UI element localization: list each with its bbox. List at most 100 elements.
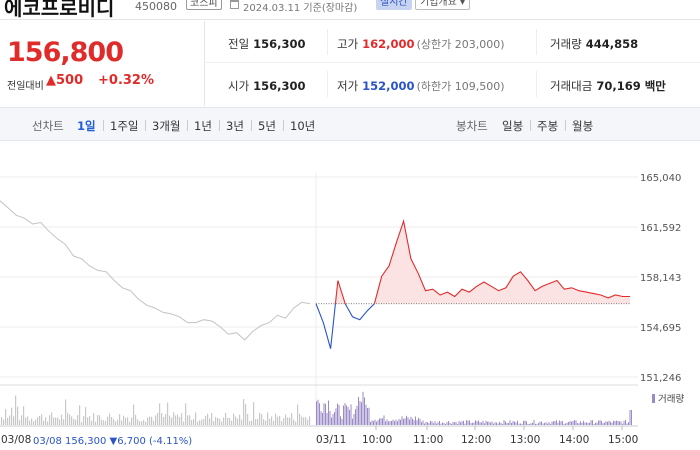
volume-bar-prev: [107, 416, 109, 425]
volume-bar-today: [505, 421, 506, 425]
prev-close-value: 156,300: [253, 37, 306, 51]
volume-bar-today: [389, 421, 391, 425]
volume-bar-today: [464, 423, 466, 425]
realtime-button[interactable]: 실시간: [376, 0, 412, 10]
volume-bar-today: [322, 413, 323, 425]
tab-3month[interactable]: 3개월: [152, 119, 181, 133]
volume-bar-today: [431, 421, 433, 425]
company-overview-button[interactable]: 기업개요 ▾: [415, 0, 471, 10]
stock-name[interactable]: 에코프로비디: [4, 0, 115, 20]
volume-bar-prev: [131, 417, 133, 425]
y-tick-label: 161,592: [640, 223, 681, 234]
volume-bar-prev: [263, 419, 265, 425]
tab-monthly-candle[interactable]: 월봉: [572, 119, 594, 133]
tab-10year[interactable]: 10년: [290, 119, 316, 133]
volume-bar-prev: [127, 417, 129, 425]
volume-bar-today: [476, 421, 478, 425]
volume-bar-today: [356, 406, 358, 425]
volume-bar-prev: [215, 417, 217, 425]
volume-bar-prev: [199, 420, 201, 425]
volume-bar-today: [584, 422, 586, 425]
volume-bar-today: [481, 422, 482, 425]
volume-bar-prev: [221, 421, 223, 425]
volume-bar-today: [628, 422, 629, 425]
tab-daily-candle[interactable]: 일봉: [502, 119, 524, 133]
volume-bar-today: [493, 423, 494, 425]
volume-bar-today: [565, 423, 566, 425]
volume-value: 444,858: [585, 37, 639, 51]
volume-bar-today: [427, 422, 428, 425]
volume-bar-today: [532, 422, 533, 425]
today-line-above-ref: [315, 218, 630, 304]
tab-1day[interactable]: 1일: [77, 119, 96, 133]
volume-bar-prev: [91, 420, 93, 425]
volume-bar-today: [364, 397, 365, 425]
volume-bar-prev: [289, 417, 291, 425]
volume-bar-prev: [229, 418, 231, 425]
tab-5year[interactable]: 5년: [258, 119, 276, 133]
x-tick-label: 14:00: [559, 434, 589, 446]
volume-bar-prev: [191, 419, 193, 425]
volume-bar-prev: [155, 415, 157, 425]
volume-bar-today: [599, 420, 601, 425]
volume-bar-today: [520, 423, 521, 425]
volume-legend-label: 거래량: [658, 393, 684, 405]
tab-weekly-candle[interactable]: 주봉: [537, 119, 559, 133]
volume-bar-today: [622, 423, 623, 425]
change-label: 전일대비: [7, 81, 44, 92]
volume-bar-prev: [195, 412, 197, 425]
volume-bar-today: [353, 414, 355, 425]
volume-bar-prev: [67, 412, 69, 425]
tab-3year[interactable]: 3년: [226, 119, 244, 133]
volume-bar-prev: [51, 412, 53, 425]
volume-bar-today: [469, 420, 470, 425]
volume-bar-prev: [41, 414, 43, 425]
volume-bar-prev: [79, 405, 81, 425]
volume-bar-today: [482, 420, 484, 425]
base-date: 2024.03.11 기준(장마감): [243, 3, 358, 14]
volume-bar-today: [457, 423, 458, 425]
volume-bar-today: [539, 421, 541, 425]
volume-bar-prev: [43, 420, 45, 425]
volume-bar-today: [461, 421, 463, 425]
tab-1year[interactable]: 1년: [194, 119, 212, 133]
volume-bar-prev: [209, 418, 211, 425]
volume-bar-today: [395, 419, 397, 425]
volume-bar-prev: [243, 399, 245, 425]
volume-bar-today: [616, 420, 617, 425]
volume-bar-today: [443, 422, 445, 425]
volume-bar-today: [446, 422, 448, 425]
tab-divider: [565, 120, 566, 131]
volume-bar-prev: [239, 414, 241, 425]
volume-bar-today: [566, 422, 568, 425]
volume-bar-prev: [9, 415, 11, 425]
volume-bar-today: [454, 422, 455, 425]
volume-bar-today: [529, 423, 530, 425]
volume-bar-today: [455, 421, 457, 425]
volume-bar-today: [442, 422, 443, 425]
volume-bar-today: [406, 415, 407, 425]
tab-1week[interactable]: 1주일: [110, 119, 139, 133]
volume-bar-today: [463, 420, 464, 425]
volume-bar-prev: [115, 421, 117, 425]
volume-bar-prev: [83, 416, 85, 425]
divider: [327, 29, 328, 55]
volume-bar-prev: [231, 420, 233, 425]
volume-bar-today: [355, 409, 356, 425]
volume-bar-today: [403, 418, 404, 425]
volume-bar-prev: [125, 417, 127, 425]
volume-bar-prev: [143, 420, 145, 425]
volume-bar-prev: [105, 421, 107, 425]
volume-bar-prev: [17, 406, 19, 425]
change-percent: +0.32%: [98, 73, 154, 88]
volume-bar-prev: [97, 414, 99, 425]
volume-bar-prev: [81, 421, 83, 425]
volume-bar-today: [386, 419, 388, 425]
volume-bar-today: [604, 422, 605, 425]
volume-bar-today: [410, 416, 412, 425]
volume-bar-today: [377, 420, 379, 425]
prev-close-label: 전일: [228, 37, 250, 51]
volume-bar-prev: [153, 420, 155, 425]
